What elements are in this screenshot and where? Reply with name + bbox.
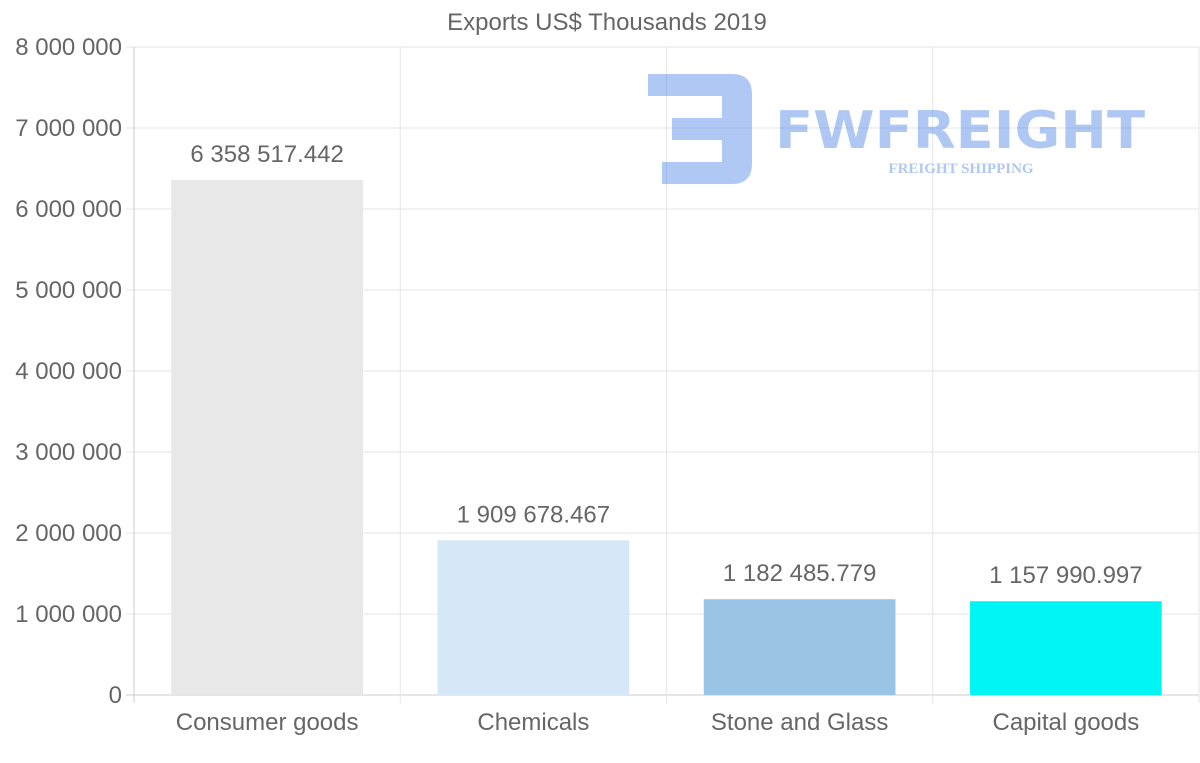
x-tick-label: Capital goods <box>992 709 1139 736</box>
y-tick-label: 8 000 000 <box>15 34 122 61</box>
bar-value-label: 6 358 517.442 <box>190 141 343 168</box>
y-tick-label: 1 000 000 <box>15 601 122 628</box>
bar <box>970 601 1162 695</box>
bars <box>171 179 1162 695</box>
x-tick-label: Chemicals <box>477 709 589 736</box>
y-tick-label: 5 000 000 <box>15 277 122 304</box>
watermark-tagline: FREIGHT SHIPPING <box>888 161 1033 177</box>
bar <box>171 179 363 695</box>
bar <box>437 540 630 695</box>
bar <box>703 599 896 695</box>
y-tick-label: 4 000 000 <box>15 358 122 385</box>
bar-value-label: 1 157 990.997 <box>989 562 1142 589</box>
chart-title: Exports US$ Thousands 2019 <box>447 9 767 36</box>
fwfreight-watermark: FWFREIGHT FREIGHT SHIPPING <box>648 74 1146 184</box>
y-tick-label: 0 <box>109 682 122 709</box>
watermark-brand: FWFREIGHT <box>775 101 1146 161</box>
x-tick-label: Stone and Glass <box>711 709 888 736</box>
y-tick-label: 6 000 000 <box>15 196 122 223</box>
x-axis-tick-labels: Consumer goods Chemicals Stone and Glass Ca… <box>176 709 1140 736</box>
bar-value-label: 1 182 485.779 <box>723 560 876 587</box>
bar-value-label: 1 909 678.467 <box>457 501 610 528</box>
y-tick-label: 2 000 000 <box>15 520 122 547</box>
fwfreight-logo-icon <box>648 74 752 184</box>
bar-value-labels: 6 358 517.442 1 909 678.467 1 182 485.779 1… <box>190 141 1142 589</box>
y-tick-label: 3 000 000 <box>15 439 122 466</box>
y-tick-label: 7 000 000 <box>15 115 122 142</box>
x-tick-label: Consumer goods <box>176 709 359 736</box>
y-axis-tick-labels: 0 1 000 000 2 000 000 3 000 000 4 000 000 5 0… <box>15 34 122 709</box>
